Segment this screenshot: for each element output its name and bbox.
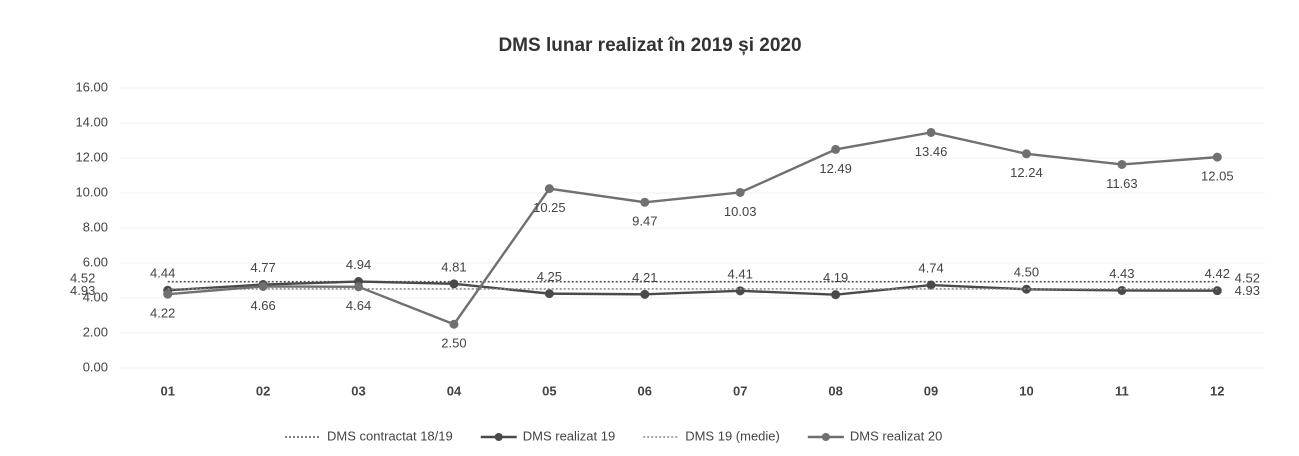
legend-label: DMS realizat 19 [523, 428, 615, 443]
data-label: 4.81 [441, 259, 466, 274]
y-tick-label: 16.00 [75, 79, 108, 94]
data-label: 10.03 [724, 204, 757, 219]
data-label: 12.24 [1010, 165, 1043, 180]
x-tick-label: 06 [638, 383, 652, 398]
x-tick-label: 03 [351, 383, 365, 398]
y-tick-label: 10.00 [75, 184, 108, 199]
data-label: 10.25 [533, 200, 566, 215]
x-tick-label: 11 [1115, 383, 1129, 398]
data-label: 4.52 [70, 270, 95, 285]
point [449, 279, 459, 289]
x-tick-label: 08 [828, 383, 842, 398]
point [258, 281, 268, 291]
x-tick-label: 09 [924, 383, 938, 398]
y-tick-label: 8.00 [83, 219, 108, 234]
x-tick-label: 04 [447, 383, 462, 398]
data-label: 4.42 [1205, 266, 1230, 281]
point [735, 286, 745, 296]
data-label: 4.64 [346, 298, 371, 313]
data-label: 4.25 [537, 269, 562, 284]
x-tick-label: 05 [542, 383, 556, 398]
point [831, 290, 841, 300]
point [544, 289, 554, 299]
point [1117, 285, 1127, 295]
data-label: 4.43 [1109, 266, 1134, 281]
data-label: 4.50 [1014, 265, 1039, 280]
data-label: 11.63 [1106, 176, 1138, 191]
point [1021, 149, 1031, 159]
point [1021, 284, 1031, 294]
point [1117, 159, 1127, 169]
y-tick-label: 0.00 [83, 359, 108, 374]
legend-label: DMS contractat 18/19 [327, 428, 453, 443]
data-label: 4.19 [823, 270, 848, 285]
data-label: 9.47 [632, 214, 657, 229]
point [926, 127, 936, 137]
data-label: 4.22 [150, 306, 175, 321]
series-line [167, 280, 1218, 296]
point [163, 289, 173, 299]
chart-title: DMS lunar realizat în 2019 și 2020 [498, 35, 801, 56]
data-label: 13.46 [915, 144, 948, 159]
data-label: 4.77 [250, 260, 275, 275]
data-label: 4.93 [1235, 283, 1260, 298]
data-label: 4.41 [728, 266, 753, 281]
legend-label: DMS realizat 20 [850, 428, 942, 443]
legend-label: DMS 19 (medie) [685, 428, 780, 443]
y-tick-label: 4.00 [83, 289, 108, 304]
y-tick-label: 2.00 [83, 324, 108, 339]
data-label: 12.49 [819, 161, 852, 176]
point [1212, 152, 1222, 162]
data-label: 4.66 [250, 298, 275, 313]
data-label: 4.93 [70, 283, 95, 298]
point [640, 197, 650, 207]
data-label: 4.21 [632, 270, 657, 285]
data-label: 4.52 [1235, 270, 1260, 285]
legend-marker [821, 433, 830, 441]
x-tick-label: 01 [160, 383, 174, 398]
y-tick-label: 12.00 [75, 149, 108, 164]
data-label: 4.74 [918, 260, 943, 275]
point [735, 187, 745, 197]
point [354, 282, 364, 292]
data-label: 4.94 [346, 257, 371, 272]
legend-marker [494, 433, 503, 441]
x-tick-label: 10 [1019, 383, 1033, 398]
data-label: 4.44 [150, 266, 175, 281]
x-tick-label: 12 [1210, 383, 1224, 398]
y-tick-label: 14.00 [75, 114, 108, 129]
point [640, 289, 650, 299]
data-label: 2.50 [441, 336, 466, 351]
point [831, 144, 841, 154]
x-tick-label: 02 [256, 383, 270, 398]
y-tick-label: 6.00 [83, 254, 108, 269]
point [926, 280, 936, 290]
x-tick-label: 07 [733, 383, 747, 398]
series-line [167, 131, 1218, 326]
data-label: 12.05 [1201, 169, 1234, 184]
point [449, 319, 459, 329]
point [1212, 286, 1222, 296]
point [544, 184, 554, 194]
